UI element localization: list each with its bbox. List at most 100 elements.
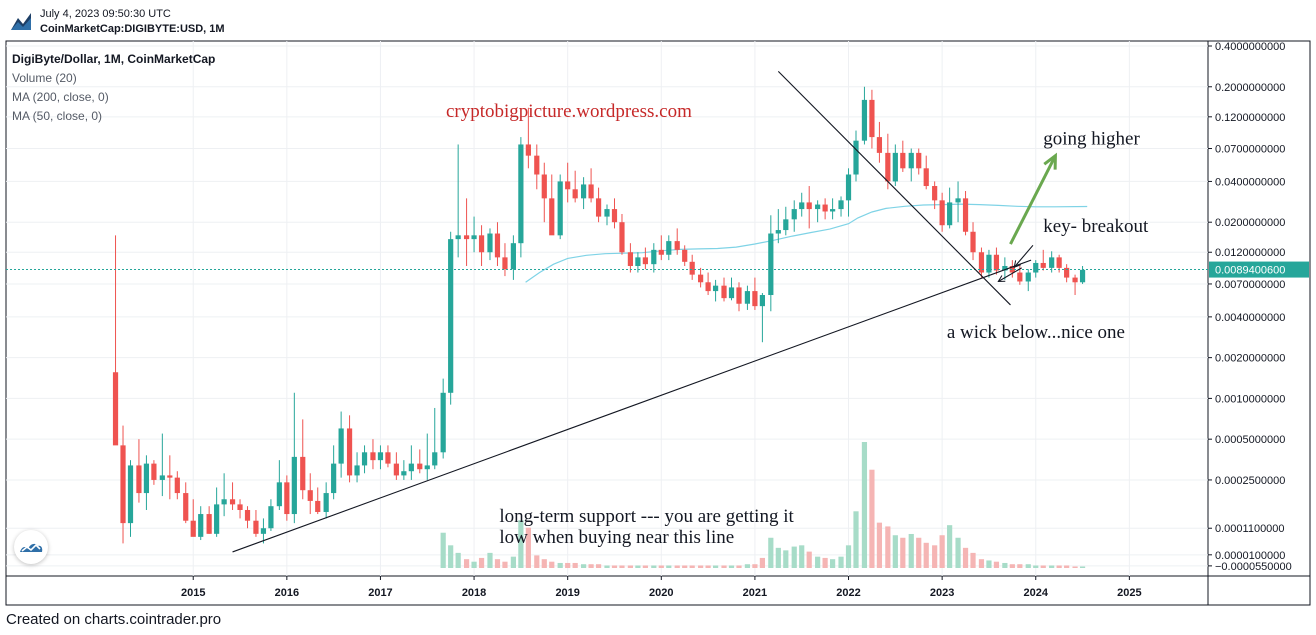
volume-bar [1049,565,1055,568]
ma-line [525,203,1088,283]
candle-body [206,514,212,534]
candle-body [970,231,976,253]
legend-ma200[interactable]: MA (200, close, 0) [12,90,109,104]
trendline-1 [777,70,1011,306]
volume-bar [1017,564,1023,568]
candle-body [572,189,578,199]
volume-bar [502,561,508,568]
candle-body [432,452,438,466]
volume-bar [876,522,883,568]
candle-body [978,252,985,273]
candle-body [853,140,859,175]
volume-bar [791,546,797,568]
volume-bar [627,565,634,568]
candle-body [885,152,891,182]
candle-body [244,509,251,521]
candle-body [651,249,657,265]
volume-bar [752,564,758,568]
candle-body [377,452,384,461]
candle-body [1017,272,1023,282]
volume-bar [1009,564,1015,568]
candle-body [167,475,173,478]
volume-bar [892,535,898,568]
x-tick-label: 2018 [462,587,486,599]
volume-bar [487,552,493,568]
volume-bar [838,556,844,568]
volume-bar [806,551,812,568]
symbol-label: CoinMarketCap:DIGIBYTE:USD, 1M [40,23,225,35]
candle-body [229,499,236,505]
volume-bar [595,564,602,568]
volume-bar [939,535,945,568]
candle-body [534,155,540,175]
candle-body [502,257,508,270]
candle-body [775,230,781,234]
volume-bar [721,565,727,568]
volume-bar [580,564,587,568]
candle-body [1033,262,1039,273]
trendline-0 [232,259,1032,553]
legend-volume[interactable]: Volume (20) [12,71,77,85]
volume-bar [635,565,641,568]
candle-body [151,463,157,480]
brand-button[interactable] [14,530,48,564]
annotation-4: long-term support --- you are getting it [499,506,794,527]
candle-body [1064,267,1070,278]
brand-icon [20,543,43,552]
legend-ma50[interactable]: MA (50, close, 0) [12,109,103,123]
volume-bar [759,557,765,568]
volume-bar [768,537,774,568]
y-tick-label: 0.0005000000 [1215,434,1285,446]
volume-bar [993,561,1000,568]
candle-body [424,465,430,470]
candle-body [401,471,407,476]
chart-legend: DigiByte/Dollar, 1M, CoinMarketCap Volum… [12,50,215,126]
volume-bar [916,537,922,568]
candle-body [822,204,828,212]
volume-bar [830,559,836,568]
candle-body [417,463,423,470]
candle-body [471,235,477,240]
footer-credit: Created on charts.cointrader.pro [6,611,222,628]
volume-bar [471,561,477,568]
candle-body [892,152,898,182]
candle-body [689,261,695,275]
candle-body [385,452,391,464]
volume-bar [885,526,891,568]
volume-bar [510,556,516,568]
candle-body [815,204,821,210]
y-tick-label: −0.0000550000 [1215,561,1292,573]
candle-body [463,235,470,240]
candle-body [510,243,516,270]
y-tick-label: 0.0002500000 [1215,475,1285,487]
x-tick-label: 2024 [1024,587,1049,599]
candle-body [783,219,789,231]
candle-body [300,456,306,491]
candle-body [993,254,1000,271]
volume-bar [815,556,821,568]
volume-bar [448,545,454,568]
volume-bar [962,547,969,568]
candle-body [698,274,704,283]
volume-bar [1079,566,1086,568]
candle-body [595,198,602,217]
volume-bar [541,559,547,568]
volume-bar [1002,562,1008,568]
volume-bar [674,565,680,568]
pointer-head [1013,260,1021,269]
candle-body [1079,269,1086,283]
candle-body [494,233,501,258]
candle-body [682,249,688,262]
candle-body [455,235,461,240]
x-tick-label: 2023 [930,587,954,599]
volume-bar [604,565,610,568]
volume-bar [861,442,868,568]
volume-bar [666,565,672,568]
candle-body [869,99,875,138]
volume-bar [1072,566,1078,568]
arrow-head [1043,152,1057,170]
candle-body [393,463,399,476]
y-tick-label: 0.1200000000 [1215,112,1285,124]
candle-body [557,181,563,236]
